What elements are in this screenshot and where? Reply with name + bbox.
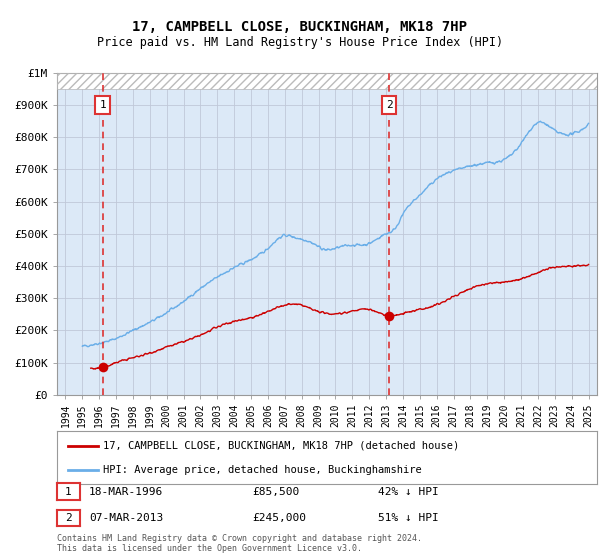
Text: 17, CAMPBELL CLOSE, BUCKINGHAM, MK18 7HP (detached house): 17, CAMPBELL CLOSE, BUCKINGHAM, MK18 7HP… [103, 441, 459, 451]
Text: 2: 2 [65, 513, 72, 523]
Text: HPI: Average price, detached house, Buckinghamshire: HPI: Average price, detached house, Buck… [103, 465, 422, 475]
Text: Contains HM Land Registry data © Crown copyright and database right 2024.
This d: Contains HM Land Registry data © Crown c… [57, 534, 422, 553]
Text: 18-MAR-1996: 18-MAR-1996 [89, 487, 163, 497]
Text: 1: 1 [100, 100, 106, 110]
Text: £85,500: £85,500 [252, 487, 299, 497]
Text: 17, CAMPBELL CLOSE, BUCKINGHAM, MK18 7HP: 17, CAMPBELL CLOSE, BUCKINGHAM, MK18 7HP [133, 20, 467, 34]
Text: 2: 2 [386, 100, 392, 110]
Text: 1: 1 [65, 487, 72, 497]
Text: 42% ↓ HPI: 42% ↓ HPI [378, 487, 439, 497]
Text: 51% ↓ HPI: 51% ↓ HPI [378, 513, 439, 523]
Text: Price paid vs. HM Land Registry's House Price Index (HPI): Price paid vs. HM Land Registry's House … [97, 36, 503, 49]
Text: 07-MAR-2013: 07-MAR-2013 [89, 513, 163, 523]
Text: £245,000: £245,000 [252, 513, 306, 523]
